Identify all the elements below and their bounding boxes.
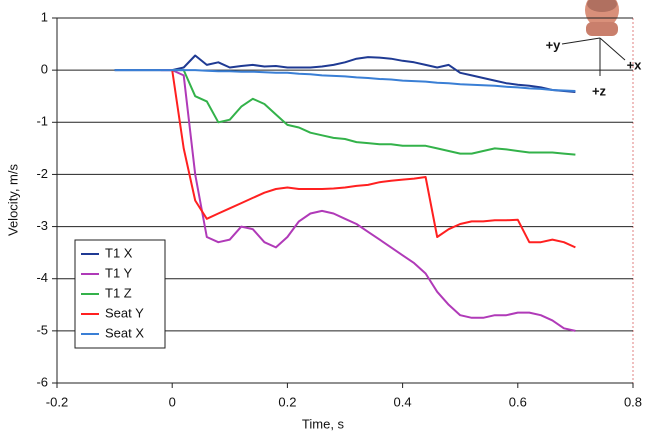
annotation: +x — [627, 57, 643, 72]
x-tick-label: 0.2 — [278, 394, 296, 409]
legend-label: T1 X — [105, 245, 133, 260]
y-tick-label: -2 — [36, 166, 48, 181]
series-line — [160, 69, 576, 332]
y-tick-label: -6 — [36, 374, 48, 389]
series-line — [114, 69, 576, 92]
y-tick-label: -4 — [36, 270, 48, 285]
x-tick-label: 0 — [169, 394, 176, 409]
x-tick-label: 0.4 — [394, 394, 412, 409]
legend-label: Seat X — [105, 325, 144, 340]
y-axis-title: Velocity, m/s — [5, 164, 20, 237]
x-tick-label: 0.6 — [509, 394, 527, 409]
series-line — [171, 69, 576, 249]
y-tick-label: 0 — [41, 62, 48, 77]
legend-label: Seat Y — [105, 305, 144, 320]
y-tick-label: -1 — [36, 114, 48, 129]
y-tick-label: -5 — [36, 322, 48, 337]
x-tick-label: 0.8 — [624, 394, 642, 409]
series-line — [114, 54, 576, 93]
annotation: +z — [592, 83, 607, 98]
x-axis-title: Time, s — [302, 416, 345, 431]
legend-label: T1 Y — [105, 265, 133, 280]
head-icon — [561, 0, 626, 76]
y-tick-label: 1 — [41, 9, 48, 24]
legend-label: T1 Z — [105, 285, 132, 300]
x-tick-label: -0.2 — [46, 394, 68, 409]
annotation: +y — [546, 37, 562, 52]
series-line — [172, 69, 576, 156]
y-tick-label: -3 — [36, 218, 48, 233]
